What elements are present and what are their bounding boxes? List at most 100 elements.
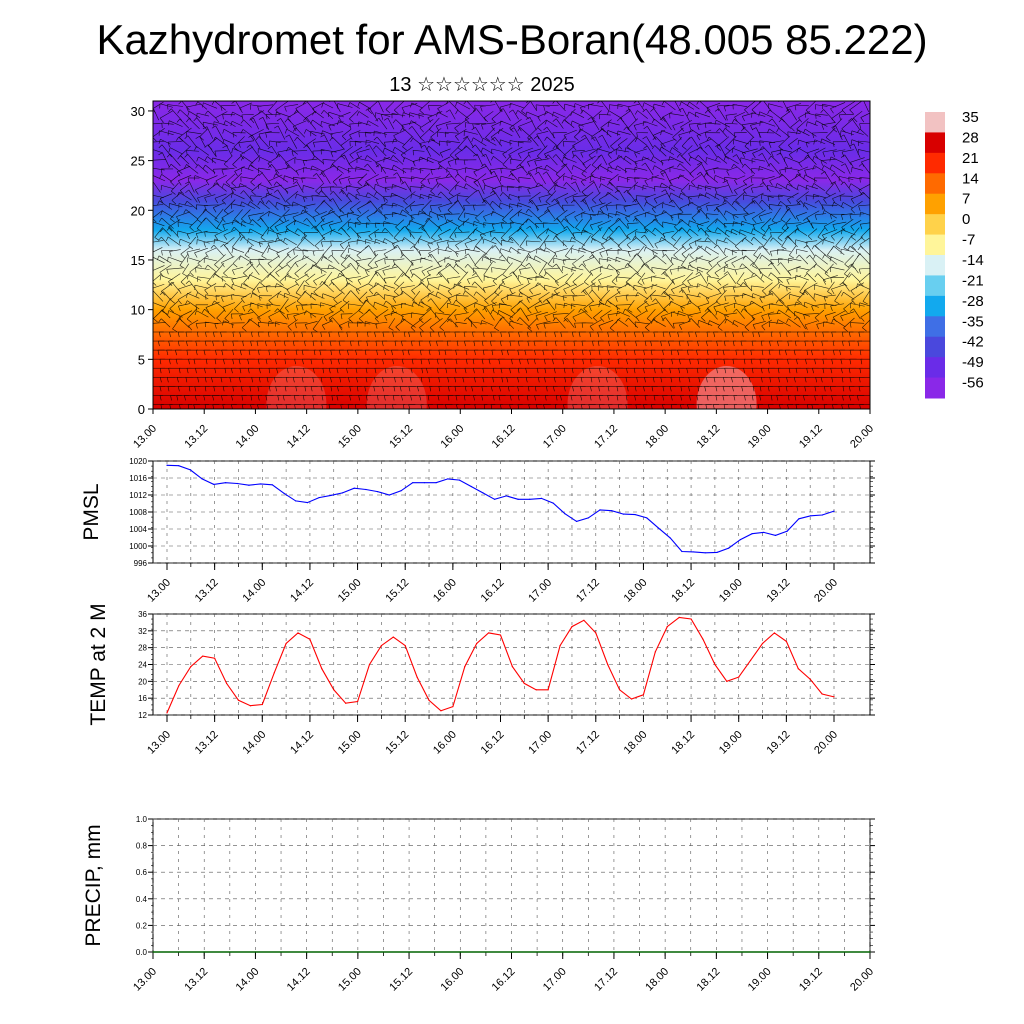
wind-barb [563,283,577,290]
wind-barb-feather [651,145,655,150]
wind-barb-feather [250,395,253,401]
wind-barb-feather [653,198,658,204]
wind-barb [509,309,521,319]
wind-barb-feather [221,296,224,303]
wind-barb-feather [328,125,332,131]
wind-barb-feather [294,220,296,226]
wind-barb [376,191,388,201]
wind-barb [159,103,174,108]
wind-barb [296,290,307,302]
wind-barb-feather [411,273,414,278]
wind-barb [634,167,648,171]
wind-barb-feather [570,111,573,117]
wind-barb-feather [678,107,683,111]
wind-barb-feather [418,341,421,347]
wind-barb [662,111,673,118]
wind-barb [418,308,432,320]
wind-barb [250,173,260,183]
wind-barb-feather [565,282,571,287]
wind-barb [743,274,757,281]
wind-barb [536,320,551,325]
wind-barb [653,103,666,108]
wind-barb-feather [752,265,758,269]
wind-barb [583,273,592,283]
wind-barb-feather [590,377,593,383]
wind-barb [467,227,478,238]
wind-barb-feather [500,168,502,174]
wind-barb [179,118,190,129]
wind-barb [271,145,278,156]
wind-barb-feather [238,255,241,261]
wind-barb [339,272,353,283]
wind-barb-feather [330,386,333,392]
wind-barb-feather [573,341,576,347]
wind-barb [589,303,604,307]
wind-barb-feather [176,377,179,383]
wind-barb-feather [230,313,233,319]
wind-barb-feather [796,147,799,153]
wind-barb [447,309,457,319]
wind-barb-feather [490,309,493,315]
wind-barb-feather [574,136,579,141]
wind-barb [338,111,351,118]
wind-barb-feather [382,386,385,392]
wind-barb-feather [430,169,433,175]
wind-barb-feather [482,307,487,311]
wind-barb [409,231,423,234]
wind-barb-feather [563,340,566,347]
wind-barb-feather [670,215,673,221]
wind-barb [796,301,808,309]
wind-barb [699,271,708,284]
wind-barb [204,209,218,220]
wind-barb [654,118,667,129]
wind-barb-feather [606,264,610,269]
wind-barb [637,245,645,256]
wind-barb [204,308,216,319]
wind-barb-feather [717,327,723,331]
wind-barb [348,303,362,307]
wind-barb-feather [348,178,351,185]
wind-barb [785,167,800,171]
wind-barb [260,226,270,238]
wind-barb [607,291,621,301]
wind-barb [409,112,424,117]
wind-barb-feather [610,145,615,151]
wind-barb-feather [626,191,632,197]
wind-barb [751,101,762,110]
wind-barb-feather [313,291,319,296]
wind-barb [691,129,702,137]
wind-barb-feather [204,264,208,270]
wind-barb-feather [539,247,545,252]
wind-barb [216,218,224,229]
wind-barb [706,218,718,229]
wind-barb-feather [446,318,451,323]
wind-barb-feather [234,218,240,223]
wind-barb-feather [608,181,613,186]
wind-barb [382,266,399,271]
wind-barb [277,189,286,203]
wind-barb-feather [562,205,564,211]
wind-barb-feather [286,263,291,268]
wind-barb-feather [293,315,297,321]
wind-barb [517,110,530,120]
wind-barb-feather [490,156,494,161]
wind-barb-feather [177,155,181,160]
wind-barb-feather [597,154,602,158]
wind-barb-feather [714,219,718,224]
wind-barb [374,301,388,308]
wind-barb-feather [247,164,251,170]
wind-barb [543,104,559,107]
wind-barb-feather [238,359,241,365]
wind-barb [306,310,317,318]
wind-barb-feather [195,164,199,169]
wind-barb [600,119,612,128]
wind-barb [384,147,396,154]
wind-barb-feather [374,368,377,374]
wind-barb [214,193,227,199]
wind-barb-feather [312,216,317,222]
wind-barb-feather [445,173,450,178]
wind-barb-feather [182,273,188,277]
wind-barb-feather [695,331,697,338]
wind-barb-feather [420,377,423,383]
wind-barb [538,262,548,275]
